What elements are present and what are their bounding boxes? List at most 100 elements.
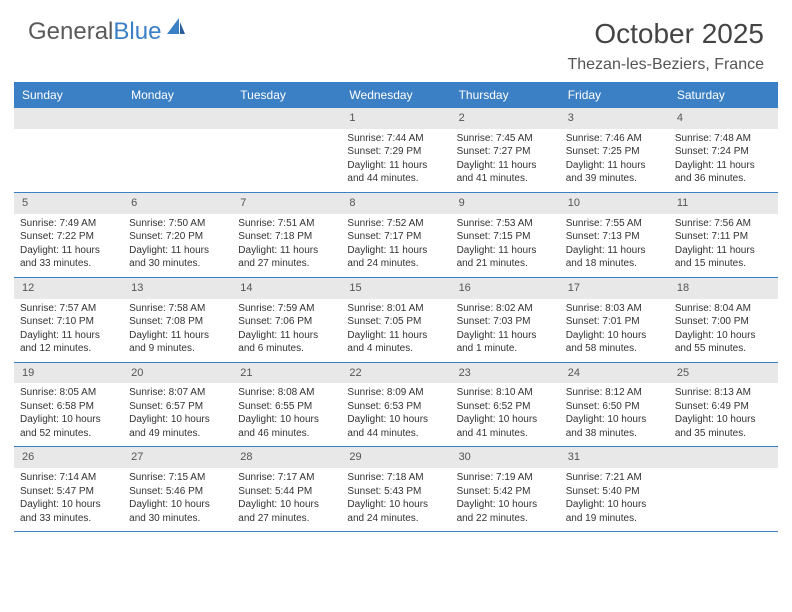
sunset-text: Sunset: 7:11 PM: [675, 230, 772, 244]
day-cell: 6Sunrise: 7:50 AMSunset: 7:20 PMDaylight…: [123, 193, 232, 277]
sunset-text: Sunset: 7:17 PM: [347, 230, 444, 244]
sunrise-text: Sunrise: 7:55 AM: [566, 217, 663, 231]
day-number: 9: [451, 193, 560, 214]
day-body: Sunrise: 7:49 AMSunset: 7:22 PMDaylight:…: [14, 214, 123, 277]
day-body: Sunrise: 8:04 AMSunset: 7:00 PMDaylight:…: [669, 299, 778, 362]
sunset-text: Sunset: 5:46 PM: [129, 485, 226, 499]
sunrise-text: Sunrise: 7:51 AM: [238, 217, 335, 231]
day-number: [669, 447, 778, 468]
daylight-text: Daylight: 10 hours and 19 minutes.: [566, 498, 663, 525]
sunrise-text: Sunrise: 8:10 AM: [457, 386, 554, 400]
sunset-text: Sunset: 5:40 PM: [566, 485, 663, 499]
sunrise-text: Sunrise: 8:04 AM: [675, 302, 772, 316]
day-number: 19: [14, 363, 123, 384]
day-number: 10: [560, 193, 669, 214]
daylight-text: Daylight: 10 hours and 41 minutes.: [457, 413, 554, 440]
day-body: Sunrise: 7:52 AMSunset: 7:17 PMDaylight:…: [341, 214, 450, 277]
sunset-text: Sunset: 6:52 PM: [457, 400, 554, 414]
day-body: Sunrise: 7:58 AMSunset: 7:08 PMDaylight:…: [123, 299, 232, 362]
day-number: [232, 108, 341, 129]
sunrise-text: Sunrise: 7:49 AM: [20, 217, 117, 231]
daylight-text: Daylight: 11 hours and 21 minutes.: [457, 244, 554, 271]
daylight-text: Daylight: 11 hours and 18 minutes.: [566, 244, 663, 271]
sunset-text: Sunset: 6:58 PM: [20, 400, 117, 414]
sunrise-text: Sunrise: 7:17 AM: [238, 471, 335, 485]
day-body: Sunrise: 7:46 AMSunset: 7:25 PMDaylight:…: [560, 129, 669, 192]
day-number: 20: [123, 363, 232, 384]
sunrise-text: Sunrise: 8:13 AM: [675, 386, 772, 400]
day-cell: 27Sunrise: 7:15 AMSunset: 5:46 PMDayligh…: [123, 447, 232, 531]
day-cell: 10Sunrise: 7:55 AMSunset: 7:13 PMDayligh…: [560, 193, 669, 277]
day-body: [669, 468, 778, 477]
day-cell: [669, 447, 778, 531]
day-body: Sunrise: 8:13 AMSunset: 6:49 PMDaylight:…: [669, 383, 778, 446]
day-number: [14, 108, 123, 129]
sunset-text: Sunset: 6:53 PM: [347, 400, 444, 414]
sunrise-text: Sunrise: 7:53 AM: [457, 217, 554, 231]
day-cell: 25Sunrise: 8:13 AMSunset: 6:49 PMDayligh…: [669, 363, 778, 447]
logo-part2: Blue: [113, 18, 161, 45]
day-number: 22: [341, 363, 450, 384]
day-number: 24: [560, 363, 669, 384]
sunset-text: Sunset: 5:44 PM: [238, 485, 335, 499]
sunrise-text: Sunrise: 7:52 AM: [347, 217, 444, 231]
sunset-text: Sunset: 6:55 PM: [238, 400, 335, 414]
sunset-text: Sunset: 5:43 PM: [347, 485, 444, 499]
day-cell: 2Sunrise: 7:45 AMSunset: 7:27 PMDaylight…: [451, 108, 560, 192]
sunset-text: Sunset: 7:00 PM: [675, 315, 772, 329]
day-body: Sunrise: 7:56 AMSunset: 7:11 PMDaylight:…: [669, 214, 778, 277]
sail-icon: [165, 16, 187, 43]
sunset-text: Sunset: 5:47 PM: [20, 485, 117, 499]
daylight-text: Daylight: 11 hours and 36 minutes.: [675, 159, 772, 186]
sunset-text: Sunset: 7:20 PM: [129, 230, 226, 244]
sunset-text: Sunset: 7:25 PM: [566, 145, 663, 159]
day-number: 14: [232, 278, 341, 299]
sunset-text: Sunset: 7:03 PM: [457, 315, 554, 329]
sunrise-text: Sunrise: 7:45 AM: [457, 132, 554, 146]
sunset-text: Sunset: 7:22 PM: [20, 230, 117, 244]
day-number: 7: [232, 193, 341, 214]
day-cell: [123, 108, 232, 192]
sunset-text: Sunset: 7:29 PM: [347, 145, 444, 159]
daylight-text: Daylight: 11 hours and 44 minutes.: [347, 159, 444, 186]
day-body: [232, 129, 341, 138]
day-cell: 1Sunrise: 7:44 AMSunset: 7:29 PMDaylight…: [341, 108, 450, 192]
sunset-text: Sunset: 7:15 PM: [457, 230, 554, 244]
day-cell: 21Sunrise: 8:08 AMSunset: 6:55 PMDayligh…: [232, 363, 341, 447]
day-number: 3: [560, 108, 669, 129]
daylight-text: Daylight: 10 hours and 55 minutes.: [675, 329, 772, 356]
logo-text: GeneralBlue: [28, 18, 161, 46]
day-body: Sunrise: 7:15 AMSunset: 5:46 PMDaylight:…: [123, 468, 232, 531]
day-cell: [232, 108, 341, 192]
day-cell: 20Sunrise: 8:07 AMSunset: 6:57 PMDayligh…: [123, 363, 232, 447]
day-number: [123, 108, 232, 129]
day-cell: 14Sunrise: 7:59 AMSunset: 7:06 PMDayligh…: [232, 278, 341, 362]
sunset-text: Sunset: 7:06 PM: [238, 315, 335, 329]
daylight-text: Daylight: 11 hours and 27 minutes.: [238, 244, 335, 271]
day-body: Sunrise: 7:14 AMSunset: 5:47 PMDaylight:…: [14, 468, 123, 531]
sunrise-text: Sunrise: 7:48 AM: [675, 132, 772, 146]
sunrise-text: Sunrise: 8:07 AM: [129, 386, 226, 400]
day-body: [123, 129, 232, 138]
day-body: Sunrise: 7:53 AMSunset: 7:15 PMDaylight:…: [451, 214, 560, 277]
daylight-text: Daylight: 10 hours and 27 minutes.: [238, 498, 335, 525]
daylight-text: Daylight: 11 hours and 4 minutes.: [347, 329, 444, 356]
sunrise-text: Sunrise: 8:01 AM: [347, 302, 444, 316]
daylight-text: Daylight: 11 hours and 33 minutes.: [20, 244, 117, 271]
daylight-text: Daylight: 11 hours and 12 minutes.: [20, 329, 117, 356]
month-title: October 2025: [567, 18, 764, 50]
day-body: Sunrise: 7:45 AMSunset: 7:27 PMDaylight:…: [451, 129, 560, 192]
sunrise-text: Sunrise: 7:46 AM: [566, 132, 663, 146]
day-cell: 18Sunrise: 8:04 AMSunset: 7:00 PMDayligh…: [669, 278, 778, 362]
sunset-text: Sunset: 6:57 PM: [129, 400, 226, 414]
day-number: 8: [341, 193, 450, 214]
sunset-text: Sunset: 5:42 PM: [457, 485, 554, 499]
day-number: 18: [669, 278, 778, 299]
day-cell: 15Sunrise: 8:01 AMSunset: 7:05 PMDayligh…: [341, 278, 450, 362]
day-body: Sunrise: 7:59 AMSunset: 7:06 PMDaylight:…: [232, 299, 341, 362]
day-header-cell: Monday: [123, 82, 232, 108]
day-body: Sunrise: 8:03 AMSunset: 7:01 PMDaylight:…: [560, 299, 669, 362]
day-number: 25: [669, 363, 778, 384]
day-body: Sunrise: 7:18 AMSunset: 5:43 PMDaylight:…: [341, 468, 450, 531]
daylight-text: Daylight: 11 hours and 6 minutes.: [238, 329, 335, 356]
